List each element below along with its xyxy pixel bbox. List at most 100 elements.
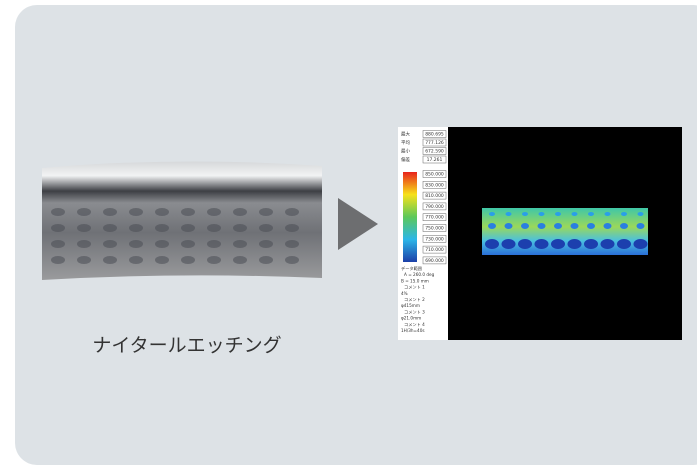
heat-spot xyxy=(521,223,529,229)
etch-pit xyxy=(129,208,143,216)
note: コメント 1 xyxy=(404,285,425,290)
note: A = 260.0 deg xyxy=(404,272,435,277)
heat-spot xyxy=(617,239,631,249)
etch-pit xyxy=(77,224,91,232)
scale-label: 710.000 xyxy=(425,247,444,253)
stat-label: 平均 xyxy=(401,139,410,146)
etch-pit xyxy=(259,224,273,232)
etch-pit xyxy=(233,240,247,248)
etch-pit xyxy=(181,240,195,248)
heat-spot xyxy=(538,223,546,229)
etch-pit xyxy=(181,208,195,216)
heat-spot xyxy=(502,239,516,249)
etch-pit xyxy=(77,208,91,216)
etch-pit xyxy=(129,256,143,264)
heat-spot xyxy=(587,223,595,229)
etch-pit xyxy=(207,256,221,264)
heat-spot xyxy=(539,212,545,216)
heat-spot xyxy=(588,212,594,216)
etch-pit xyxy=(285,240,299,248)
etch-pit xyxy=(103,240,117,248)
etch-pit xyxy=(259,208,273,216)
note: コメント 3 xyxy=(404,309,425,314)
etch-pit xyxy=(51,224,65,232)
stat-value: 17.261 xyxy=(427,157,443,163)
note: φ415mm xyxy=(401,303,420,308)
etch-pit xyxy=(155,208,169,216)
metal-photo xyxy=(42,161,322,280)
scale-label: 830.000 xyxy=(425,182,444,188)
heat-spot xyxy=(505,223,513,229)
note: 4% xyxy=(401,291,408,296)
caption: ナイタールエッチング xyxy=(92,335,281,357)
etch-pit xyxy=(181,224,195,232)
etch-pit xyxy=(233,256,247,264)
note: 1H/3h=40s xyxy=(401,328,425,333)
heat-spot xyxy=(572,212,578,216)
heat-spot xyxy=(604,223,612,229)
stat-label: 偏差 xyxy=(401,156,410,163)
heat-spot xyxy=(551,239,565,249)
etch-pit xyxy=(155,224,169,232)
color-bar xyxy=(403,172,417,262)
scale-label: 690.000 xyxy=(425,258,444,264)
etch-pit xyxy=(207,224,221,232)
page: ナイタールエッチング 最大 880.695 平均 777.126 最小 672.590 偏差… xyxy=(0,0,697,469)
heat-spot xyxy=(518,239,532,249)
heat-spot xyxy=(535,239,549,249)
scale-label: 750.000 xyxy=(425,226,444,232)
etch-pit xyxy=(129,224,143,232)
heat-spot xyxy=(554,223,562,229)
scale-label: 770.000 xyxy=(425,215,444,221)
note: コメント 2 xyxy=(404,297,425,302)
heat-spot xyxy=(584,239,598,249)
etch-pit xyxy=(51,208,65,216)
etch-pit xyxy=(51,256,65,264)
scale-label: 810.000 xyxy=(425,193,444,199)
etch-pit xyxy=(77,256,91,264)
stat-label: 最大 xyxy=(401,131,410,138)
etch-pit xyxy=(207,240,221,248)
etch-pit xyxy=(155,240,169,248)
heat-spot xyxy=(506,212,512,216)
heat-spot xyxy=(605,212,611,216)
scale-label: 790.000 xyxy=(425,204,444,210)
etch-pit xyxy=(285,208,299,216)
heat-spot xyxy=(620,223,628,229)
scale-label: 850.000 xyxy=(425,172,444,178)
etch-pit xyxy=(233,224,247,232)
etch-pit xyxy=(103,224,117,232)
heat-spot xyxy=(522,212,528,216)
heat-spot xyxy=(601,239,615,249)
etch-pit xyxy=(51,240,65,248)
etch-pit xyxy=(207,208,221,216)
etch-pit xyxy=(77,240,91,248)
stat-label: 最小 xyxy=(401,148,410,155)
etch-pit xyxy=(129,240,143,248)
etch-pit xyxy=(155,256,169,264)
note: φ21.0mm xyxy=(401,316,421,321)
heat-spot xyxy=(488,223,496,229)
etch-pit xyxy=(259,240,273,248)
etch-pit xyxy=(259,256,273,264)
heat-spot xyxy=(571,223,579,229)
heat-spot xyxy=(568,239,582,249)
heat-spot xyxy=(555,212,561,216)
etch-pit xyxy=(285,256,299,264)
note: B = 15.0 mm xyxy=(401,278,429,283)
etch-pit xyxy=(181,256,195,264)
etch-pit xyxy=(103,256,117,264)
heat-spot xyxy=(485,239,499,249)
heat-spot xyxy=(621,212,627,216)
stat-value: 880.695 xyxy=(425,132,444,138)
stat-value: 672.590 xyxy=(425,149,444,155)
stat-value: 777.126 xyxy=(425,140,444,146)
note: コメント 4 xyxy=(404,322,425,327)
note: データ範囲 xyxy=(401,265,422,272)
scale-label: 730.000 xyxy=(425,236,444,242)
etch-pit xyxy=(233,208,247,216)
heat-spot xyxy=(638,212,644,216)
heat-spot xyxy=(489,212,495,216)
heat-spot xyxy=(634,239,648,249)
heat-spot xyxy=(637,223,645,229)
